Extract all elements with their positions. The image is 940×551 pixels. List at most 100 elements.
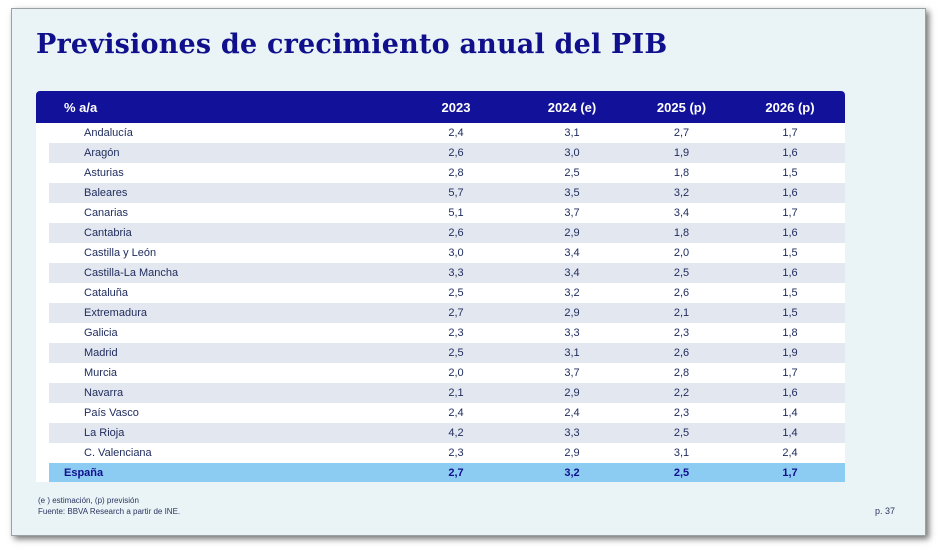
table-row: Madrid 2,5 3,1 2,6 1,9 (36, 343, 845, 363)
growth-value: 2,3 (448, 327, 464, 339)
growth-value: 2,2 (628, 383, 735, 403)
region-name: Galicia (84, 327, 118, 339)
table-row: Andalucía 2,4 3,1 2,7 1,7 (36, 123, 845, 143)
growth-value: 2,4 (782, 447, 798, 459)
region-name: Andalucía (84, 127, 133, 139)
growth-value: 1,9 (628, 143, 735, 163)
growth-value: 3,1 (673, 447, 690, 459)
growth-value: 2,5 (564, 167, 580, 179)
table-row: Galicia 2,3 3,3 2,3 1,8 (36, 323, 845, 343)
region-name: Aragón (36, 143, 396, 163)
growth-value: 2,5 (628, 263, 735, 283)
growth-value: 2,1 (628, 303, 735, 323)
region-name: Canarias (84, 207, 129, 219)
growth-value: 3,4 (516, 263, 628, 283)
growth-value: 2,4 (448, 407, 464, 419)
growth-value: 3,1 (516, 343, 628, 363)
table-row: La Rioja 4,2 3,3 2,5 1,4 (36, 423, 845, 443)
region-name: Madrid (36, 343, 396, 363)
source-note: Fuente: BBVA Research a partir de INE. (38, 507, 181, 516)
growth-value: 3,3 (564, 327, 580, 339)
growth-value: 1,8 (628, 223, 735, 243)
growth-value: 1,6 (735, 383, 845, 403)
growth-value: 2,9 (516, 303, 628, 323)
growth-value: 2,9 (564, 447, 580, 459)
growth-value: 2,0 (673, 247, 690, 259)
region-name: C. Valenciana (84, 447, 152, 459)
total-value: 3,2 (516, 463, 628, 482)
table-body: Andalucía 2,4 3,1 2,7 1,7 Aragón 2,6 3,0 1,9 1,6 A… (36, 123, 845, 463)
growth-value: 2,1 (396, 383, 516, 403)
growth-value: 1,6 (735, 143, 845, 163)
table-row: Castilla-La Mancha 3,3 3,4 2,5 1,6 (36, 263, 845, 283)
growth-value: 2,9 (516, 383, 628, 403)
growth-value: 3,7 (564, 207, 580, 219)
gdp-forecast-table-card: % a/a 2023 2024 (e) 2025 (p) 2026 (p) An… (36, 91, 845, 482)
growth-value: 1,5 (735, 303, 845, 323)
total-label: España (36, 463, 396, 482)
table-row: Extremadura 2,7 2,9 2,1 1,5 (36, 303, 845, 323)
growth-value: 2,3 (673, 327, 690, 339)
total-value: 2,7 (396, 463, 516, 482)
growth-value: 2,7 (673, 127, 690, 139)
table-row: Cataluña 2,5 3,2 2,6 1,5 (36, 283, 845, 303)
region-name: Castilla-La Mancha (36, 263, 396, 283)
table-row: Baleares 5,7 3,5 3,2 1,6 (36, 183, 845, 203)
growth-value: 2,3 (448, 447, 464, 459)
table-row: Asturias 2,8 2,5 1,8 1,5 (36, 163, 845, 183)
growth-value: 1,4 (735, 423, 845, 443)
total-value: 2,5 (628, 463, 735, 482)
column-header: % a/a (64, 99, 98, 115)
growth-value: 1,9 (735, 343, 845, 363)
region-name: Cantabria (36, 223, 396, 243)
growth-value: 2,5 (628, 423, 735, 443)
column-header: 2024 (e) (547, 99, 597, 115)
growth-value: 2,6 (396, 223, 516, 243)
growth-value: 1,6 (735, 263, 845, 283)
growth-value: 1,5 (782, 247, 798, 259)
column-header: 2025 (p) (656, 99, 707, 115)
growth-value: 3,3 (396, 263, 516, 283)
growth-value: 1,6 (735, 223, 845, 243)
growth-value: 2,6 (628, 343, 735, 363)
region-name: Extremadura (36, 303, 396, 323)
growth-value: 2,0 (448, 367, 464, 379)
table-row: País Vasco 2,4 2,4 2,3 1,4 (36, 403, 845, 423)
growth-value: 2,6 (673, 287, 690, 299)
page-number: p. 37 (874, 506, 895, 516)
growth-value: 2,4 (564, 407, 580, 419)
growth-value: 5,1 (448, 207, 464, 219)
growth-value: 2,9 (516, 223, 628, 243)
region-name: Murcia (84, 367, 118, 379)
table-row: C. Valenciana 2,3 2,9 3,1 2,4 (36, 443, 845, 463)
region-name: Cataluña (84, 287, 129, 299)
growth-value: 2,8 (448, 167, 464, 179)
growth-value: 1,8 (782, 327, 798, 339)
table-row: Canarias 5,1 3,7 3,4 1,7 (36, 203, 845, 223)
growth-value: 1,4 (782, 407, 798, 419)
growth-value: 2,5 (448, 287, 464, 299)
growth-value: 4,2 (396, 423, 516, 443)
table-row: Cantabria 2,6 2,9 1,8 1,6 (36, 223, 845, 243)
growth-value: 1,7 (782, 367, 798, 379)
region-name: La Rioja (36, 423, 396, 443)
table-row: Navarra 2,1 2,9 2,2 1,6 (36, 383, 845, 403)
growth-value: 2,8 (673, 367, 690, 379)
growth-value: 1,7 (782, 207, 798, 219)
growth-value: 1,5 (782, 167, 798, 179)
growth-value: 1,7 (782, 127, 798, 139)
growth-value: 3,4 (673, 207, 690, 219)
growth-value: 2,3 (673, 407, 690, 419)
growth-value: 5,7 (396, 183, 516, 203)
column-header: 2023 (441, 99, 471, 115)
growth-value: 3,1 (564, 127, 580, 139)
growth-value: 2,7 (396, 303, 516, 323)
growth-value: 3,7 (564, 367, 580, 379)
region-name: Navarra (36, 383, 396, 403)
growth-value: 1,6 (735, 183, 845, 203)
total-value: 1,7 (735, 463, 845, 482)
notes: (e ) estimación, (p) previsión Fuente: B… (38, 495, 180, 517)
region-name: Castilla y León (84, 247, 157, 259)
growth-value: 3,4 (564, 247, 580, 259)
column-header: 2026 (p) (765, 99, 815, 115)
